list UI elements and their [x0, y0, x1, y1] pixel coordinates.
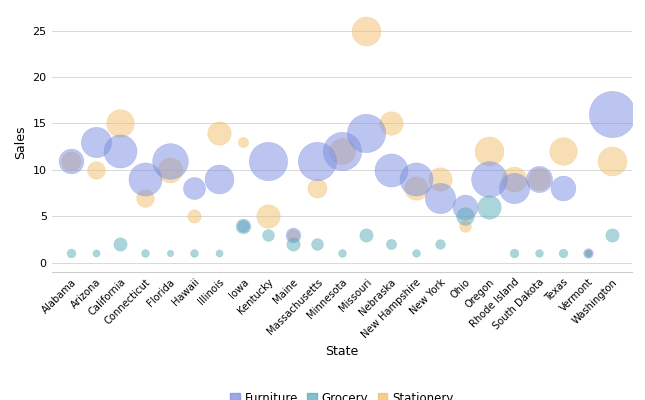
- X-axis label: State: State: [325, 345, 359, 358]
- Point: [361, 232, 372, 238]
- Point: [607, 232, 617, 238]
- Point: [66, 250, 77, 257]
- Point: [386, 167, 396, 173]
- Point: [263, 232, 273, 238]
- Point: [91, 139, 101, 145]
- Point: [189, 213, 199, 220]
- Point: [386, 241, 396, 247]
- Point: [607, 157, 617, 164]
- Point: [115, 241, 126, 247]
- Point: [238, 222, 248, 229]
- Point: [582, 250, 593, 257]
- Point: [337, 148, 347, 154]
- Point: [484, 176, 495, 182]
- Point: [509, 176, 519, 182]
- Point: [558, 148, 568, 154]
- Point: [460, 213, 470, 220]
- Point: [435, 176, 446, 182]
- Point: [607, 111, 617, 117]
- Point: [337, 148, 347, 154]
- Point: [288, 232, 298, 238]
- Y-axis label: Sales: Sales: [14, 125, 27, 159]
- Point: [91, 250, 101, 257]
- Point: [115, 120, 126, 127]
- Legend: Furniture, Grocery, Stationery: Furniture, Grocery, Stationery: [226, 387, 458, 400]
- Point: [312, 241, 322, 247]
- Point: [509, 250, 519, 257]
- Point: [213, 130, 224, 136]
- Point: [312, 157, 322, 164]
- Point: [484, 148, 495, 154]
- Point: [238, 222, 248, 229]
- Point: [533, 250, 544, 257]
- Point: [288, 241, 298, 247]
- Point: [66, 157, 77, 164]
- Point: [361, 27, 372, 34]
- Point: [435, 241, 446, 247]
- Point: [582, 250, 593, 257]
- Point: [164, 250, 175, 257]
- Point: [115, 148, 126, 154]
- Point: [337, 250, 347, 257]
- Point: [66, 157, 77, 164]
- Point: [312, 185, 322, 192]
- Point: [189, 250, 199, 257]
- Point: [361, 130, 372, 136]
- Point: [582, 250, 593, 257]
- Point: [91, 167, 101, 173]
- Point: [558, 185, 568, 192]
- Point: [460, 204, 470, 210]
- Point: [140, 194, 150, 201]
- Point: [484, 204, 495, 210]
- Point: [410, 250, 421, 257]
- Point: [435, 194, 446, 201]
- Point: [164, 157, 175, 164]
- Point: [288, 232, 298, 238]
- Point: [410, 176, 421, 182]
- Point: [263, 157, 273, 164]
- Point: [533, 176, 544, 182]
- Point: [460, 222, 470, 229]
- Point: [263, 213, 273, 220]
- Point: [164, 167, 175, 173]
- Point: [558, 250, 568, 257]
- Point: [238, 139, 248, 145]
- Point: [140, 176, 150, 182]
- Point: [509, 185, 519, 192]
- Point: [213, 176, 224, 182]
- Point: [410, 185, 421, 192]
- Point: [189, 185, 199, 192]
- Point: [140, 250, 150, 257]
- Point: [386, 120, 396, 127]
- Point: [213, 250, 224, 257]
- Point: [533, 176, 544, 182]
